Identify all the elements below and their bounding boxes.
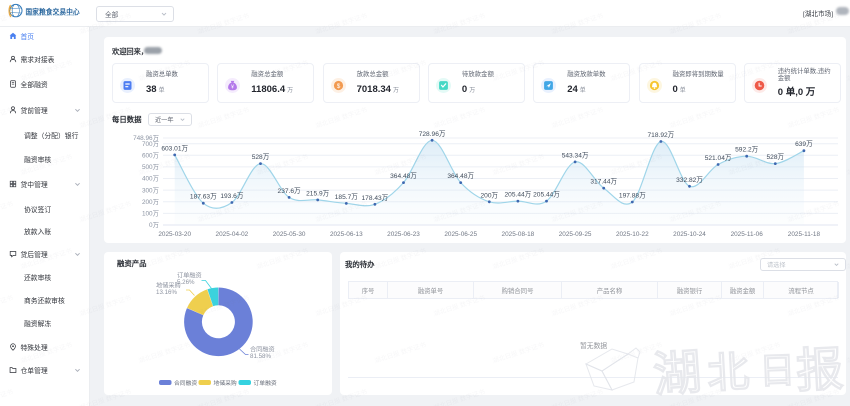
svg-text:¥: ¥ xyxy=(231,84,234,90)
svg-text:$: $ xyxy=(336,83,340,90)
